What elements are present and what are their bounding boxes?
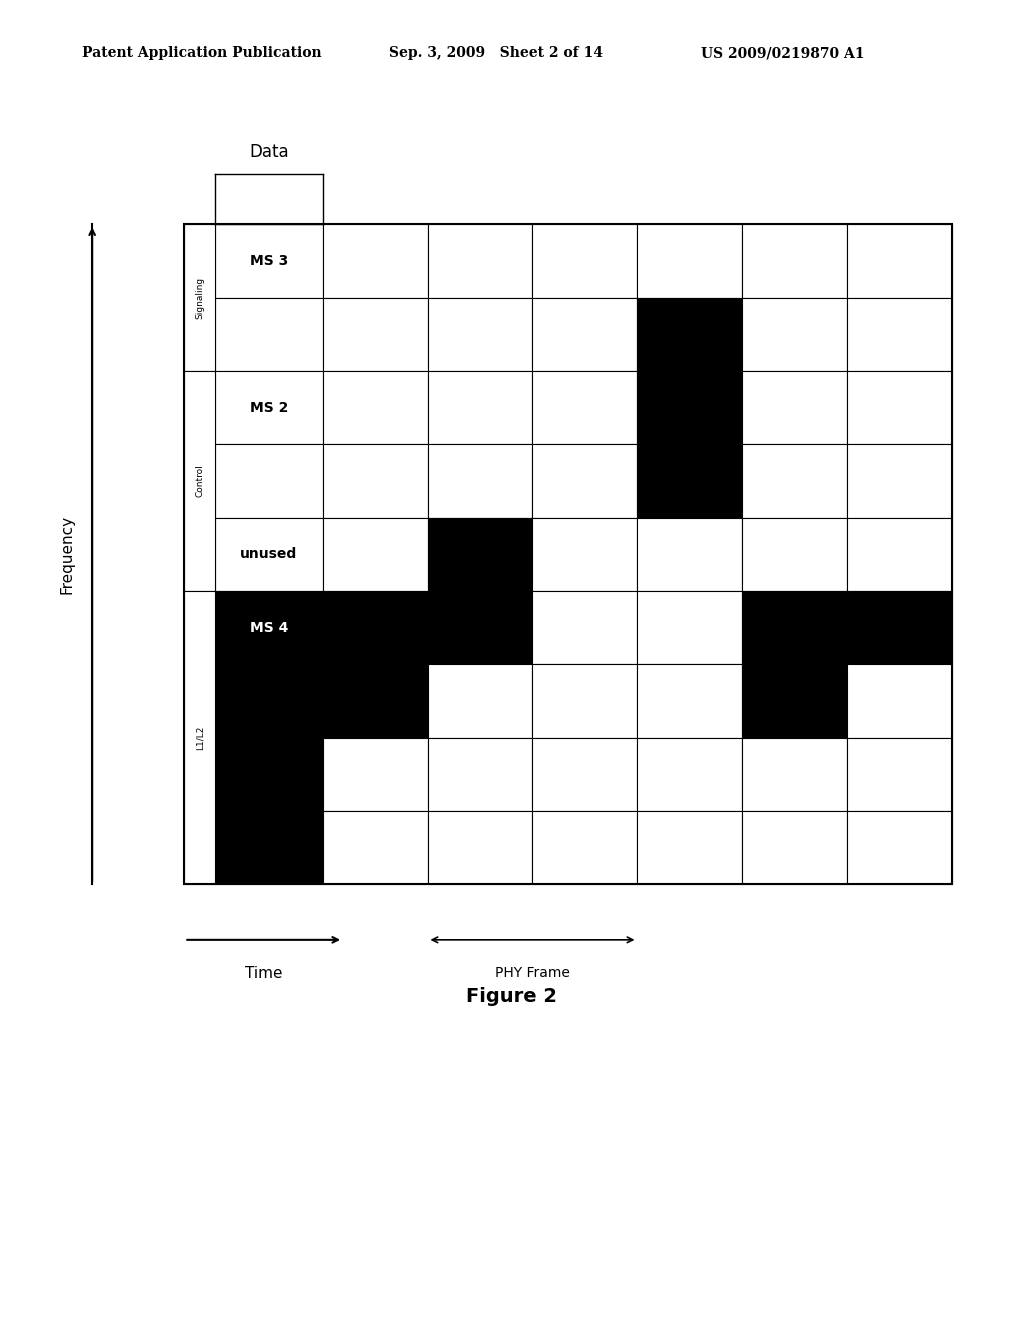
Text: Control: Control — [196, 465, 204, 498]
Text: L1/L2: L1/L2 — [196, 726, 204, 750]
Text: RB: RB — [804, 371, 872, 430]
Text: Sep. 3, 2009   Sheet 2 of 14: Sep. 3, 2009 Sheet 2 of 14 — [389, 46, 603, 61]
Text: unused: unused — [241, 548, 297, 561]
Text: MS 4: MS 4 — [250, 620, 288, 635]
Text: Data: Data — [249, 143, 289, 161]
Text: US 2009/0219870 A1: US 2009/0219870 A1 — [701, 46, 865, 61]
Text: Signaling: Signaling — [196, 277, 204, 319]
Text: Figure 2: Figure 2 — [467, 987, 557, 1006]
Text: Patent Application Publication: Patent Application Publication — [82, 46, 322, 61]
Text: PHY Frame: PHY Frame — [495, 966, 570, 981]
Text: Time: Time — [245, 966, 283, 981]
Text: MS 3: MS 3 — [250, 253, 288, 268]
Text: Frequency: Frequency — [59, 515, 74, 594]
Text: MS 2: MS 2 — [250, 401, 288, 414]
